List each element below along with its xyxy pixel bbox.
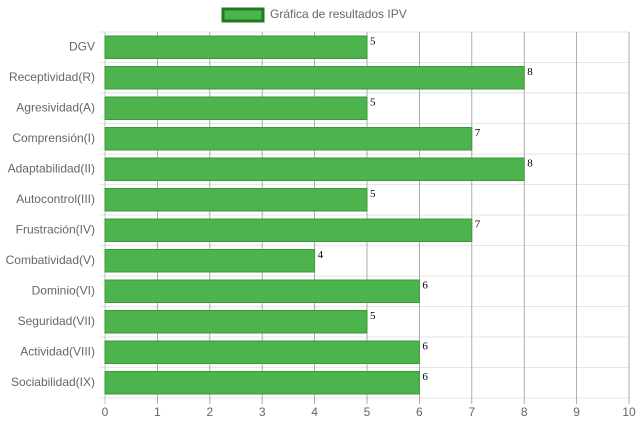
x-tick-label: 9 (573, 405, 580, 419)
y-tick-label: Adaptabilidad(II) (8, 161, 95, 175)
bar (104, 127, 473, 151)
x-tick-label: 4 (311, 405, 318, 419)
data-label: 6 (422, 341, 428, 353)
y-tick-label: Agresividad(A) (16, 100, 95, 114)
data-label: 5 (370, 97, 376, 109)
data-label: 8 (527, 158, 533, 170)
legend-label: Gráfica de resultados IPV (270, 7, 407, 21)
bar (104, 35, 368, 59)
bar (104, 249, 316, 273)
x-tick-label: 8 (521, 405, 528, 419)
y-tick-label: Frustración(IV) (16, 222, 95, 236)
bar (104, 96, 368, 120)
y-tick-label: Combatividad(V) (6, 253, 95, 267)
x-tick-label: 7 (468, 405, 475, 419)
data-label: 7 (475, 127, 481, 139)
y-tick-label: Receptividad(R) (9, 70, 95, 84)
bar (104, 340, 420, 364)
x-tick-label: 1 (154, 405, 161, 419)
x-tick-label: 10 (622, 405, 636, 419)
bar (104, 279, 420, 303)
y-tick-label: DGV (69, 39, 95, 53)
x-tick-label: 0 (102, 405, 109, 419)
data-label: 4 (318, 249, 324, 261)
legend-swatch (221, 7, 265, 23)
bar (104, 188, 368, 212)
y-tick-label: Seguridad(VII) (18, 314, 95, 328)
bar (104, 218, 473, 242)
bar (104, 157, 525, 181)
data-label: 5 (370, 188, 376, 200)
data-label: 6 (422, 280, 428, 292)
bar (104, 310, 368, 334)
x-tick-label: 5 (364, 405, 371, 419)
x-tick-label: 6 (416, 405, 423, 419)
data-label: 8 (527, 66, 533, 78)
y-tick-label: Sociabilidad(IX) (11, 375, 95, 389)
bar (104, 371, 420, 395)
y-tick-label: Autocontrol(III) (16, 192, 95, 206)
data-label: 5 (370, 310, 376, 322)
data-label: 7 (475, 219, 481, 231)
x-tick-label: 3 (259, 405, 266, 419)
y-tick-label: Dominio(VI) (32, 283, 95, 297)
data-label: 6 (422, 371, 428, 383)
x-tick-label: 2 (206, 405, 213, 419)
bar (104, 66, 525, 90)
data-label: 5 (370, 36, 376, 48)
y-tick-label: Actividad(VIII) (20, 344, 95, 358)
y-tick-label: Comprensión(I) (12, 131, 95, 145)
